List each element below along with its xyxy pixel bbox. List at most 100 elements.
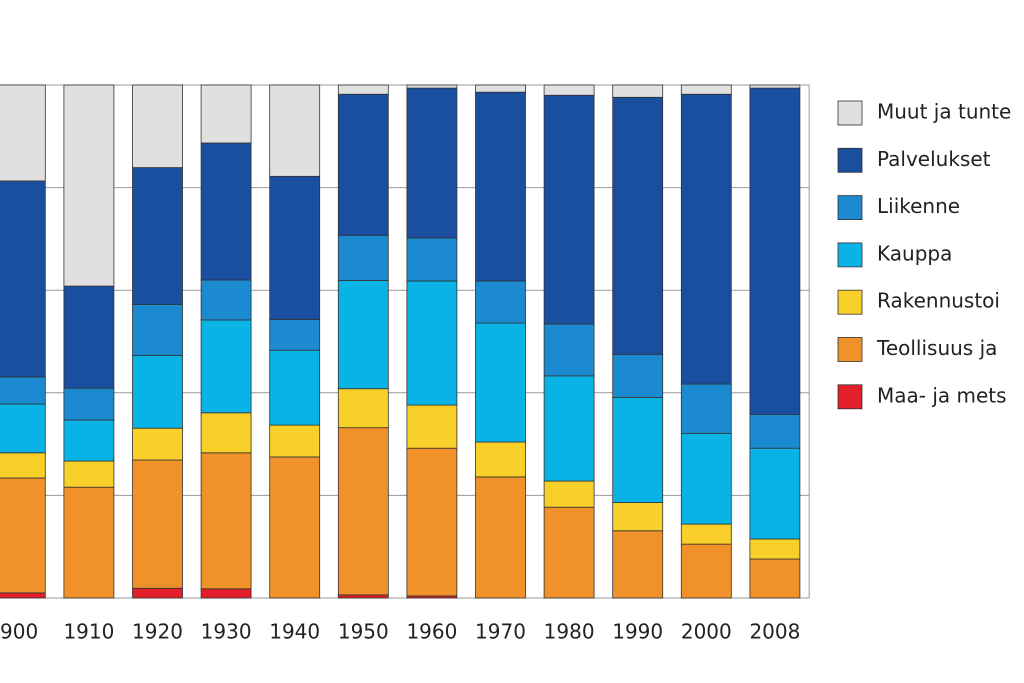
- bar-segment: [475, 84, 526, 93]
- bar-segment: [269, 175, 321, 320]
- bar-segment: [680, 523, 732, 545]
- legend-label: Maa- ja mets: [877, 383, 1007, 407]
- bar-segment: [63, 460, 115, 488]
- legend-swatch: [837, 337, 863, 362]
- x-tick-label: 1950: [338, 620, 389, 644]
- bar-segment: [132, 459, 183, 589]
- bar-segment: [680, 432, 732, 525]
- bar-segment: [612, 84, 664, 98]
- bar-segment: [269, 424, 321, 458]
- bar-segment: [132, 167, 183, 305]
- legend-swatch: [837, 384, 863, 410]
- legend-label: Muut ja tunte: [877, 100, 1011, 124]
- bar-segment: [0, 180, 46, 378]
- bar-segment: [0, 376, 46, 405]
- bar-segment: [269, 319, 321, 351]
- bar-segment: [63, 486, 115, 599]
- bar-segment: [475, 441, 526, 478]
- bar-segment: [406, 280, 458, 406]
- bar-segment: [63, 84, 115, 287]
- bar-segment: [0, 403, 46, 454]
- bar-segment: [543, 506, 595, 599]
- bar-segment: [200, 319, 252, 414]
- bar-segment: [406, 404, 458, 449]
- bar-segment: [543, 480, 595, 508]
- bar-segment: [543, 94, 595, 325]
- legend-swatch: [837, 289, 863, 315]
- bar-segment: [132, 587, 183, 599]
- legend-label: Kauppa: [877, 241, 952, 265]
- legend-label: Palvelukset: [877, 147, 991, 171]
- x-tick-label: 900: [0, 620, 38, 644]
- legend-swatch: [837, 242, 863, 268]
- bar-segment: [543, 323, 595, 377]
- bar-segment: [200, 84, 252, 144]
- bar-segment: [612, 530, 664, 599]
- x-tick-label: 2000: [681, 620, 732, 644]
- bar-segment: [612, 96, 664, 355]
- bar-segment: [0, 477, 46, 594]
- x-tick-label: 1930: [201, 620, 252, 644]
- legend-label: Teollisuus ja: [876, 336, 997, 360]
- bar-segment: [475, 91, 526, 282]
- x-tick-label: 1910: [63, 620, 114, 644]
- bar-segment: [543, 375, 595, 482]
- bar-segment: [132, 84, 183, 168]
- bar-segment: [337, 427, 389, 596]
- bar-segment: [475, 322, 526, 443]
- bar-segment: [543, 84, 595, 96]
- bar-segment: [475, 476, 526, 599]
- x-tick-label: 1920: [132, 620, 183, 644]
- bar-segment: [680, 84, 732, 95]
- legend-swatch: [837, 195, 863, 221]
- x-tick-label: 1980: [544, 620, 595, 644]
- bar-segment: [680, 383, 732, 434]
- bar-segment: [749, 87, 801, 415]
- bar-segment: [132, 427, 183, 461]
- bar-segment: [337, 234, 389, 281]
- bar-segment: [475, 280, 526, 324]
- bar-segment: [612, 502, 664, 532]
- bar-segment: [0, 84, 46, 182]
- x-tick-label: 2008: [749, 620, 800, 644]
- bar-segment: [406, 87, 458, 239]
- x-tick-label: 1990: [612, 620, 663, 644]
- bar-segment: [337, 280, 389, 390]
- bar-segment: [749, 447, 801, 540]
- bar-segment: [0, 452, 46, 479]
- legend-label: Liikenne: [877, 194, 960, 218]
- bar-segment: [200, 412, 252, 454]
- bar-segment: [337, 594, 389, 599]
- bar-segment: [680, 93, 732, 385]
- legend-swatch: [837, 100, 863, 126]
- bar-segment: [749, 538, 801, 560]
- bar-segment: [337, 388, 389, 429]
- bar-segment: [406, 447, 458, 597]
- bar-segment: [200, 588, 252, 599]
- bar-segment: [749, 558, 801, 599]
- x-tick-label: 1960: [406, 620, 457, 644]
- bar-segment: [612, 353, 664, 398]
- bar-segment: [749, 84, 801, 89]
- bar-segment: [337, 93, 389, 236]
- bar-segment: [680, 543, 732, 599]
- bar-segment: [406, 237, 458, 282]
- bar-segment: [269, 349, 321, 426]
- bar-segment: [200, 452, 252, 590]
- bar-segment: [63, 419, 115, 462]
- bar-segment: [269, 456, 321, 599]
- bar-segment: [63, 285, 115, 389]
- bar-segment: [749, 413, 801, 449]
- bar-segment: [200, 142, 252, 281]
- bar-segment: [132, 304, 183, 356]
- bar-segment: [0, 592, 46, 599]
- bar-segment: [612, 397, 664, 503]
- bar-segment: [337, 84, 389, 95]
- x-tick-label: 1970: [475, 620, 526, 644]
- legend-swatch: [837, 147, 863, 173]
- x-tick-label: 1940: [269, 620, 320, 644]
- bar-segment: [132, 354, 183, 429]
- bar-segment: [200, 279, 252, 321]
- bar-segment: [406, 84, 458, 89]
